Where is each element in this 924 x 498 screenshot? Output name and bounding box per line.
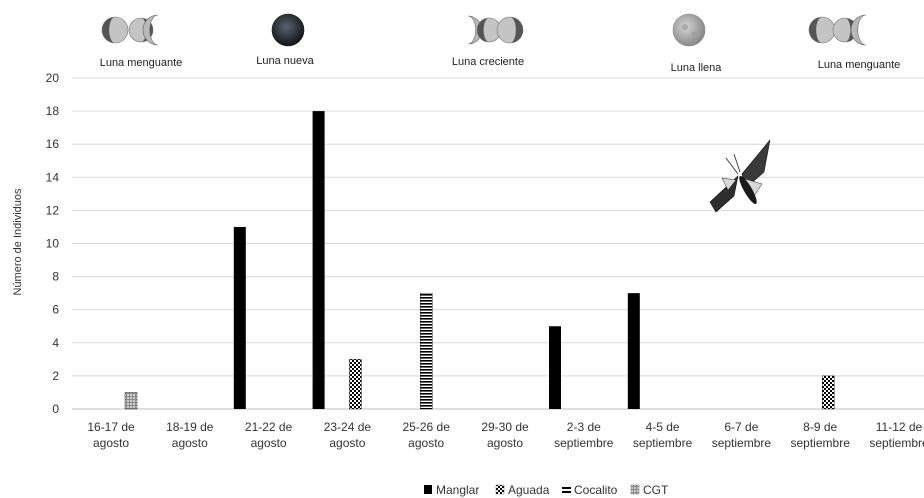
- x-tick-label-line: septiembre: [869, 436, 924, 450]
- new-moon-icon: [271, 13, 305, 47]
- moon-phases: Luna menguante Luna nueva Luna creciente Lu…: [100, 13, 901, 74]
- moon-phase-label: Luna creciente: [452, 56, 524, 68]
- x-tick-label-line: septiembre: [633, 436, 693, 450]
- x-axis-labels: 16-17 de agosto 18-19 de agosto 21-22 de agos…: [87, 420, 924, 450]
- x-tick-label-line: agosto: [251, 436, 287, 450]
- x-tick-label-line: 18-19 de: [166, 420, 214, 434]
- x-tick-label-line: 23-24 de: [324, 420, 372, 434]
- x-tick-label-line: agosto: [487, 436, 523, 450]
- x-tick-label-line: 29-30 de: [481, 420, 529, 434]
- x-tick-label-line: 16-17 de: [87, 420, 135, 434]
- y-tick-label: 18: [46, 104, 60, 118]
- bar-cocalito: [420, 292, 433, 410]
- x-tick-label: 25-26 de agosto: [403, 420, 451, 450]
- x-tick-label: 8-9 de septiembre: [791, 420, 851, 450]
- bar-manglar: [549, 326, 561, 409]
- x-tick-label-line: 4-5 de: [646, 420, 680, 434]
- legend-swatch: [495, 484, 505, 495]
- legend-swatch: [424, 485, 432, 494]
- x-tick-label: 6-7 de septiembre: [712, 420, 772, 450]
- moth-icon: [709, 139, 771, 213]
- x-tick-label: 16-17 de agosto: [87, 420, 135, 450]
- x-tick-label: 23-24 de agosto: [324, 420, 372, 450]
- moon-phase-label: Luna nueva: [256, 55, 314, 67]
- moon-phase-label: Luna menguante: [818, 59, 901, 71]
- bar-manglar: [312, 111, 325, 409]
- x-tick-label-line: agosto: [408, 436, 444, 450]
- x-tick-label-line: 25-26 de: [403, 420, 451, 434]
- moon-phase-label: Luna llena: [671, 62, 723, 74]
- bar-manglar: [233, 226, 246, 409]
- x-tick-label: 18-19 de agosto: [166, 420, 214, 450]
- legend-item-cocalito: Cocalito: [562, 483, 618, 497]
- x-tick-label-line: 21-22 de: [245, 420, 293, 434]
- legend-item-cgt: CGT: [630, 483, 669, 497]
- y-tick-label: 2: [52, 369, 59, 383]
- legend-item-aguada: Aguada: [495, 483, 550, 497]
- x-tick-label-line: 2-3 de: [567, 420, 601, 434]
- legend-label: Cocalito: [574, 483, 618, 497]
- y-axis-title: Número de Individuos: [12, 188, 24, 296]
- bar-aguada: [349, 359, 362, 410]
- y-tick-label: 10: [46, 237, 60, 251]
- legend-label: CGT: [643, 483, 669, 497]
- y-tick-label: 14: [46, 170, 60, 184]
- x-tick-label-line: septiembre: [712, 436, 772, 450]
- legend-label: Aguada: [508, 483, 550, 497]
- waning-moon-sequence-icon: [808, 14, 867, 46]
- y-tick-label: 12: [46, 203, 60, 217]
- legend-item-manglar: Manglar: [424, 483, 479, 497]
- waxing-moon-sequence-icon: [467, 15, 524, 45]
- legend-swatch: [630, 484, 640, 495]
- bar-cgt: [124, 392, 138, 410]
- y-axis-ticks: 0 2 4 6 8 10 12 14 16 18 20: [46, 71, 60, 416]
- x-tick-label-line: agosto: [172, 436, 208, 450]
- x-tick-label-line: septiembre: [791, 436, 851, 450]
- bars: [124, 111, 835, 410]
- x-tick-label-line: septiembre: [554, 436, 614, 450]
- gridlines: [72, 77, 924, 377]
- x-tick-label-line: 6-7 de: [724, 420, 758, 434]
- moon-phase-label: Luna menguante: [100, 57, 183, 69]
- x-tick-label: 21-22 de agosto: [245, 420, 293, 450]
- x-tick-label: 11-12 de septiembre: [869, 420, 924, 450]
- y-tick-label: 0: [52, 402, 59, 416]
- y-tick-label: 4: [52, 336, 59, 350]
- x-tick-label: 29-30 de agosto: [481, 420, 529, 450]
- bar-manglar: [627, 293, 640, 409]
- x-tick-label: 2-3 de septiembre: [554, 420, 614, 450]
- y-tick-label: 20: [46, 71, 60, 85]
- y-tick-label: 6: [52, 303, 59, 317]
- x-tick-label-line: agosto: [93, 436, 129, 450]
- legend: Manglar Aguada Cocalito CGT: [424, 483, 669, 497]
- waning-moon-sequence-icon: [101, 14, 159, 46]
- y-tick-label: 16: [46, 137, 60, 151]
- legend-label: Manglar: [436, 483, 479, 497]
- x-tick-label-line: agosto: [329, 436, 365, 450]
- x-tick-label: 4-5 de septiembre: [633, 420, 693, 450]
- y-tick-label: 8: [52, 270, 59, 284]
- x-tick-label-line: 11-12 de: [876, 420, 923, 434]
- bar-aguada: [822, 375, 835, 410]
- full-moon-icon: [672, 13, 706, 47]
- x-tick-label-line: 8-9 de: [803, 420, 837, 434]
